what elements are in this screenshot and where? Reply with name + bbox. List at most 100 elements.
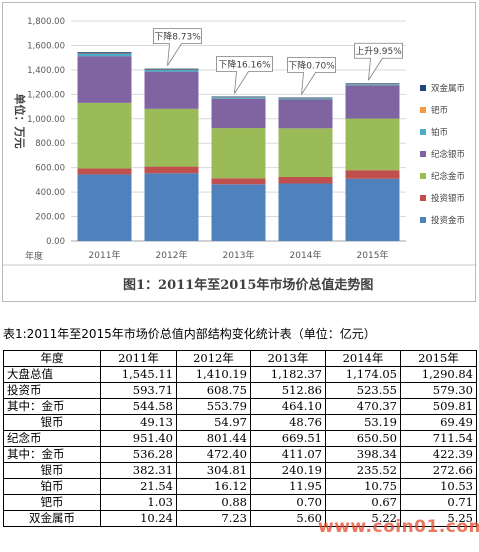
cell-value: 7.23 (176, 510, 251, 527)
header-4: 2014年 (325, 350, 401, 367)
cell-value: 54.97 (176, 414, 251, 431)
cell-value: 240.19 (250, 462, 326, 479)
bar-segment (77, 168, 132, 175)
cell-value: 650.50 (325, 430, 401, 447)
cell-value: 10.53 (400, 478, 477, 495)
row-label: 银币 (3, 414, 101, 431)
annotation-label: 下降16.16% (218, 58, 271, 70)
table-row: 银币 382.31 304.81 240.19 235.52 272.66 (3, 462, 477, 479)
watermark: www.coin01.com (318, 517, 479, 537)
bar-segment (278, 183, 333, 241)
row-label: 银币 (3, 462, 101, 479)
table-title: 表1:2011年至2015年市场价总值内部结构变化统计表（单位：亿元） (3, 327, 376, 341)
cell-value: 11.95 (250, 478, 326, 495)
header-1: 2011年 (100, 350, 177, 367)
y-tick-label: 1,800.00 (27, 17, 65, 27)
cell-value: 5.60 (250, 510, 326, 527)
cell-value: 235.52 (325, 462, 401, 479)
bar-segment (211, 98, 266, 129)
chart-frame: 0.00 200.00 400.00 600.00 800.00 1,000.00 1,20… (2, 2, 477, 302)
bar-segment (211, 178, 266, 185)
cell-value: 1.03 (100, 494, 177, 511)
cell-value: 48.76 (250, 414, 326, 431)
row-label: 纪念币 (3, 430, 101, 447)
cell-value: 711.54 (400, 430, 477, 447)
y-tick-label: 600.00 (35, 164, 65, 174)
bar-segment (345, 83, 400, 86)
legend-label: 铂币 (431, 127, 448, 138)
y-tick-label: 800.00 (35, 139, 65, 149)
x-tick-label: 2012年 (156, 249, 188, 261)
row-label: 其中：金币 (3, 446, 101, 463)
legend-swatch (420, 173, 426, 179)
annotation-callout (287, 57, 336, 95)
annotation-label: 下降8.73% (154, 31, 201, 43)
bar-segment (211, 128, 266, 179)
bar-segment (144, 173, 199, 241)
y-tick-label: 400.00 (35, 188, 65, 198)
table-row: 纪念币 951.40 801.44 669.51 650.50 711.54 (3, 430, 477, 447)
cell-value: 49.13 (100, 414, 177, 431)
table-row: 其中：金币 536.28 472.40 411.07 398.34 422.39 (3, 446, 477, 463)
bar-segment (345, 170, 400, 179)
legend-swatch (420, 85, 426, 91)
cell-value: 579.30 (400, 382, 477, 399)
y-tick-label: 1,000.00 (27, 115, 65, 125)
bar-segment (144, 166, 199, 174)
legend-label: 钯币 (431, 105, 448, 116)
chart-title: 图1：2011年至2015年市场价总值走势图 (123, 277, 373, 293)
cell-value: 272.66 (400, 462, 477, 479)
bar-segment (211, 184, 266, 241)
data-table: 年度 2011年 2012年 2013年 2014年 2015年 大盘总值 1,545.11… (3, 350, 477, 527)
header-2: 2012年 (176, 350, 251, 367)
header-year: 年度 (3, 350, 101, 367)
cell-value: 1,545.11 (100, 366, 177, 383)
cell-value: 536.28 (100, 446, 177, 463)
cell-value: 1,410.19 (176, 366, 251, 383)
y-tick-label: 1,200.00 (27, 90, 65, 100)
cell-value: 951.40 (100, 430, 177, 447)
bar-segment (211, 97, 266, 99)
legend-swatch (420, 129, 426, 135)
cell-value: 398.34 (325, 446, 401, 463)
annotation-callout (153, 28, 202, 66)
bar-segment (77, 53, 132, 57)
cell-value: 16.12 (176, 478, 251, 495)
cell-value: 801.44 (176, 430, 251, 447)
x-tick-label: 2011年 (89, 249, 121, 261)
bar-segment (77, 56, 132, 103)
bar-segment (77, 174, 132, 241)
row-label: 大盘总值 (3, 366, 101, 383)
y-tick-label: 1,400.00 (27, 66, 65, 76)
row-label: 其中：金币 (3, 398, 101, 415)
table-row: 大盘总值 1,545.11 1,410.19 1,182.37 1,174.05 1,29… (3, 366, 477, 383)
cell-value: 1,174.05 (325, 366, 401, 383)
legend-label: 纪念金币 (431, 171, 465, 182)
cell-value: 669.51 (250, 430, 326, 447)
annotation-callout (216, 56, 273, 94)
y-tick-label: 0.00 (46, 237, 65, 247)
bar-segment (345, 85, 400, 119)
cell-value: 0.71 (400, 494, 477, 511)
bar-segment (211, 96, 266, 98)
bar-segment (278, 99, 333, 129)
cell-value: 472.40 (176, 446, 251, 463)
bar-segment (77, 52, 132, 54)
row-label: 双金属币 (3, 510, 101, 527)
header-5: 2015年 (400, 350, 477, 367)
table-row: 钯币 1.03 0.88 0.70 0.67 0.71 (3, 494, 477, 511)
table-row: 投资币 593.71 608.75 512.86 523.55 579.30 (3, 382, 477, 399)
cell-value: 512.86 (250, 382, 326, 399)
y-tick-label: 200.00 (35, 213, 65, 223)
bar-segment (278, 97, 333, 99)
bar-segment (278, 98, 333, 100)
y-tick-label: 1,600.00 (27, 41, 65, 51)
row-label: 投资币 (3, 382, 101, 399)
cell-value: 1,290.84 (400, 366, 477, 383)
x-tick-label: 2014年 (290, 249, 322, 261)
cell-value: 69.49 (400, 414, 477, 431)
annotation-callout (354, 42, 403, 81)
cell-value: 470.37 (325, 398, 401, 415)
bar-segment (345, 83, 400, 84)
cell-value: 553.79 (176, 398, 251, 415)
